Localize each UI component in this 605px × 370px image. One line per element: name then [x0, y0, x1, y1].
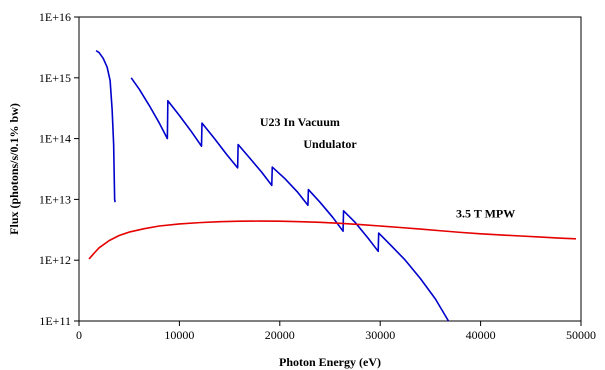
y-tick-label: 1E+16	[39, 10, 71, 24]
x-tick-label: 20000	[265, 328, 295, 342]
annotation-2: 3.5 T MPW	[456, 207, 515, 221]
x-tick-label: 40000	[466, 328, 496, 342]
x-tick-label: 10000	[164, 328, 194, 342]
y-axis-title: Flux (photons/s/0.1% bw)	[7, 103, 21, 235]
series-0-segment-0	[95, 49, 116, 203]
series-0-segment-1	[130, 77, 450, 322]
plot-border	[78, 16, 582, 322]
annotations: U23 In Vacuum Undulator 3.5 T MPW	[260, 115, 515, 221]
series-layer	[88, 49, 577, 322]
x-axis-ticks: 0 10000 20000 30000 40000 50000	[76, 321, 596, 342]
series-1-segment-0	[88, 220, 577, 260]
y-tick-label: 1E+11	[39, 314, 71, 328]
y-tick-label: 1E+12	[39, 253, 71, 267]
y-tick-label: 1E+13	[39, 192, 71, 206]
annotation-0: U23 In Vacuum	[260, 115, 340, 129]
y-tick-label: 1E+14	[39, 132, 71, 146]
y-tick-label: 1E+15	[39, 71, 71, 85]
y-axis-ticks: 1E+11 1E+12 1E+13 1E+14 1E+15 1E+16	[39, 10, 79, 328]
x-axis-title: Photon Energy (eV)	[279, 355, 381, 369]
plot-frame	[78, 16, 582, 322]
x-tick-label: 30000	[365, 328, 395, 342]
x-tick-label: 50000	[566, 328, 596, 342]
x-tick-label: 0	[76, 328, 82, 342]
annotation-1: Undulator	[303, 137, 357, 151]
